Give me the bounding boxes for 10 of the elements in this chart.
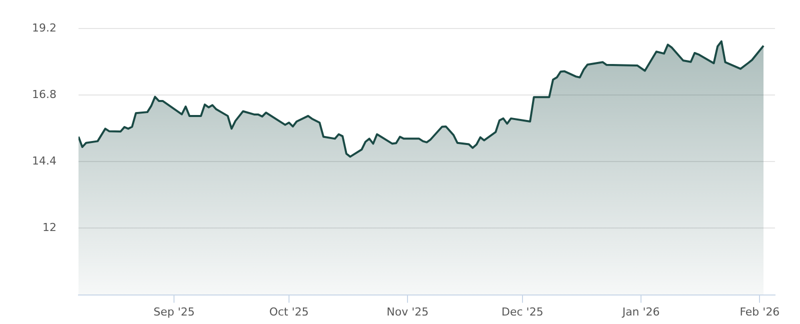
y-tick-label: 16.8 xyxy=(32,88,56,102)
x-tick-label: Sep '25 xyxy=(154,305,195,318)
x-tick-label: Dec '25 xyxy=(502,305,544,318)
x-tick-label: Feb '26 xyxy=(740,305,780,318)
y-tick-label: 19.2 xyxy=(32,21,56,34)
x-tick-label: Nov '25 xyxy=(386,305,429,318)
y-tick-label: 12 xyxy=(42,221,56,234)
x-tick-label: Oct '25 xyxy=(269,305,309,318)
y-tick-label: 14.4 xyxy=(32,154,56,168)
x-tick-label: Jan '26 xyxy=(621,305,660,318)
